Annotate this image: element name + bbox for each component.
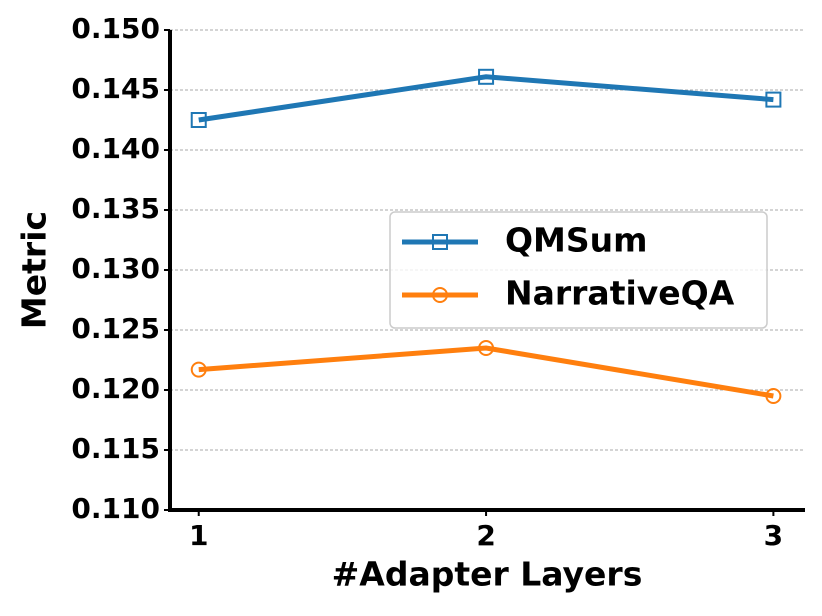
legend-label: QMSum — [505, 221, 648, 260]
y-tick-label: 0.145 — [71, 72, 160, 105]
y-tick-label: 0.135 — [71, 192, 160, 225]
marker — [190, 112, 207, 128]
marker — [478, 340, 495, 356]
legend-box — [389, 211, 768, 329]
y-axis-label: Metric — [15, 211, 54, 329]
y-tick-label: 0.130 — [71, 252, 160, 285]
marker — [765, 388, 782, 404]
series-line — [198, 345, 774, 399]
legend-label: NarrativeQA — [505, 274, 735, 313]
y-tick-label: 0.150 — [71, 12, 160, 45]
x-tick-label: 2 — [476, 519, 495, 552]
series-line — [198, 74, 774, 123]
y-tick-label: 0.125 — [71, 312, 160, 345]
y-tick-label: 0.120 — [71, 372, 160, 405]
x-tick-label: 1 — [189, 519, 208, 552]
marker — [432, 287, 448, 303]
y-tick-label: 0.140 — [71, 132, 160, 165]
x-axis-label: #Adapter Layers — [332, 555, 643, 594]
marker — [478, 68, 495, 85]
marker — [190, 361, 207, 378]
marker — [432, 234, 448, 250]
x-tick-label: 3 — [764, 519, 783, 552]
y-tick-label: 0.110 — [71, 492, 160, 525]
y-tick-label: 0.115 — [71, 432, 160, 465]
marker — [765, 91, 782, 108]
